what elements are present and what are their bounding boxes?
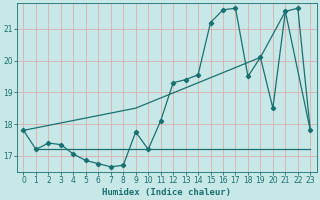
X-axis label: Humidex (Indice chaleur): Humidex (Indice chaleur) (102, 188, 231, 197)
